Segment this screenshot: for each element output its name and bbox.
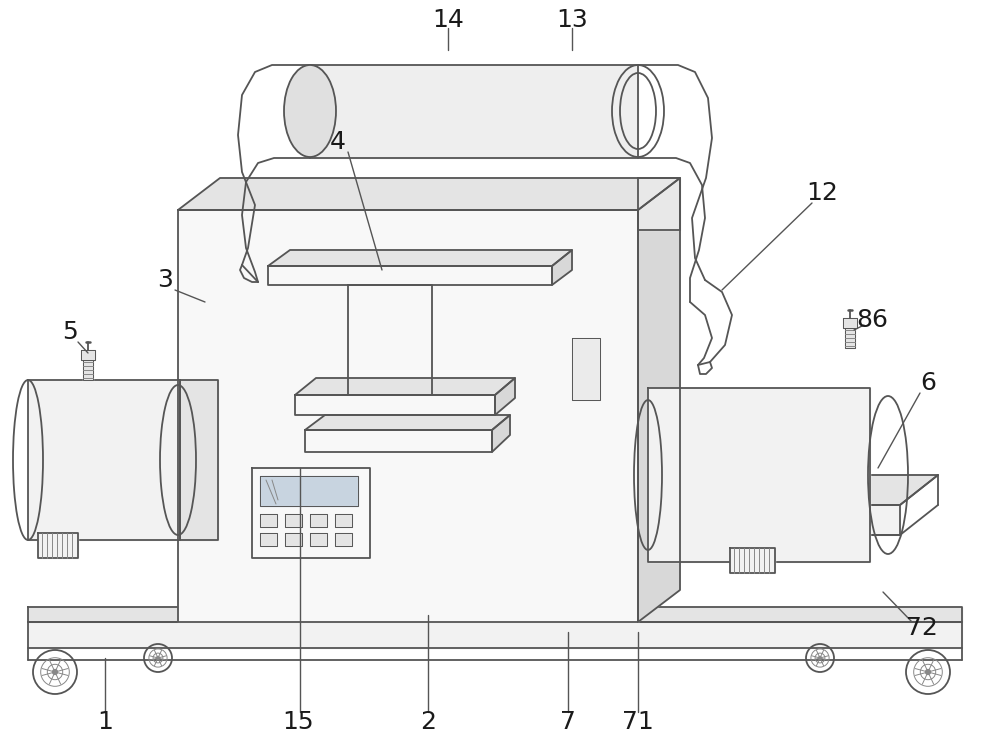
Polygon shape: [285, 514, 302, 527]
Polygon shape: [28, 380, 180, 540]
Polygon shape: [648, 388, 870, 562]
Text: 13: 13: [556, 8, 588, 32]
Polygon shape: [260, 514, 277, 527]
Polygon shape: [638, 178, 680, 622]
Polygon shape: [552, 250, 572, 285]
Polygon shape: [268, 250, 572, 266]
Polygon shape: [638, 178, 680, 230]
Polygon shape: [845, 328, 855, 348]
Text: 14: 14: [432, 8, 464, 32]
Text: 12: 12: [806, 181, 838, 205]
Polygon shape: [305, 430, 492, 452]
Text: 6: 6: [920, 371, 936, 395]
Text: 72: 72: [906, 616, 938, 640]
Polygon shape: [28, 607, 962, 622]
Polygon shape: [268, 266, 552, 285]
Circle shape: [52, 669, 58, 675]
Polygon shape: [81, 350, 95, 360]
Polygon shape: [178, 178, 680, 210]
Text: 4: 4: [330, 130, 346, 154]
Text: 5: 5: [62, 320, 78, 344]
Circle shape: [818, 656, 822, 660]
Polygon shape: [178, 210, 638, 622]
Text: 1: 1: [97, 710, 113, 734]
Polygon shape: [492, 415, 510, 452]
Text: 7: 7: [560, 710, 576, 734]
Polygon shape: [348, 285, 432, 395]
Polygon shape: [335, 533, 352, 546]
Polygon shape: [636, 475, 938, 505]
Polygon shape: [636, 505, 900, 535]
Polygon shape: [260, 533, 277, 546]
Text: 15: 15: [282, 710, 314, 734]
Polygon shape: [28, 622, 962, 648]
Text: 3: 3: [157, 268, 173, 292]
Polygon shape: [495, 378, 515, 415]
Circle shape: [925, 669, 931, 675]
Polygon shape: [730, 548, 775, 573]
Polygon shape: [295, 395, 495, 415]
Polygon shape: [38, 533, 78, 558]
Polygon shape: [843, 318, 857, 328]
Polygon shape: [310, 533, 327, 546]
Polygon shape: [310, 65, 638, 158]
Polygon shape: [260, 476, 358, 506]
Text: 71: 71: [622, 710, 654, 734]
Polygon shape: [180, 380, 218, 540]
Polygon shape: [285, 533, 302, 546]
Polygon shape: [83, 360, 93, 380]
Polygon shape: [305, 415, 510, 430]
Circle shape: [156, 656, 160, 660]
Polygon shape: [310, 514, 327, 527]
Ellipse shape: [284, 65, 336, 157]
Polygon shape: [335, 514, 352, 527]
Polygon shape: [252, 468, 370, 558]
Polygon shape: [295, 378, 515, 395]
Text: 86: 86: [856, 308, 888, 332]
Polygon shape: [572, 338, 600, 400]
Text: 2: 2: [420, 710, 436, 734]
